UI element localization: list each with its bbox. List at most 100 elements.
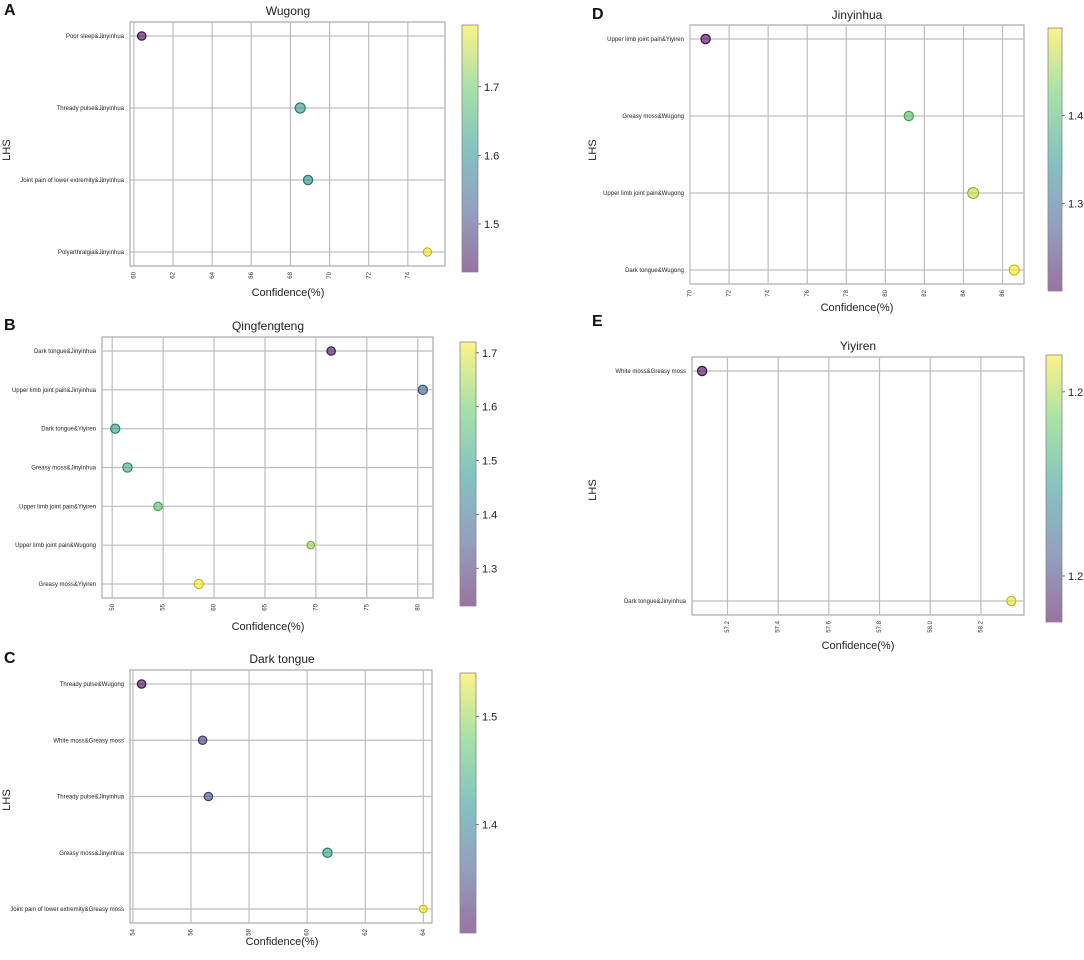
data-point-outline [137, 31, 147, 41]
x-axis-label: Confidence(%) [252, 287, 325, 299]
data-point-outline [326, 346, 336, 356]
data-point[interactable] [422, 247, 433, 257]
y-tick-label: Upper limb joint pain&Jinyinhua [12, 388, 97, 394]
y-tick-label: Greasy moss&Jinyinhua [59, 851, 124, 857]
x-tick-label: 72 [727, 289, 733, 296]
y-tick-label: Thready pulse&Wugong [60, 682, 124, 688]
chart-title: Jinyinhua [832, 8, 883, 22]
x-tick-label: 80 [415, 603, 421, 610]
data-point[interactable] [122, 462, 133, 473]
data-point[interactable] [153, 501, 163, 512]
colorbar [1045, 354, 1063, 623]
colorbar-tick-label: 1.24 [1068, 387, 1084, 399]
colorbar-tick-label: 1.3 [1068, 198, 1083, 210]
y-tick-label: Joint pain of lower extremity&Jinyinhua [20, 178, 124, 184]
x-tick-label: 82 [922, 289, 928, 296]
data-point[interactable] [326, 346, 336, 356]
data-point[interactable] [306, 540, 316, 550]
x-tick-label: 58.0 [928, 620, 934, 632]
data-point[interactable] [967, 186, 980, 200]
chart-title: Yiyiren [840, 339, 876, 353]
x-tick-label: 84 [961, 289, 967, 296]
x-tick-label: 57.2 [725, 620, 731, 632]
panel-label: A [4, 2, 16, 19]
data-point[interactable] [322, 847, 333, 858]
data-point-outline [417, 384, 428, 395]
colorbar-tick-label: 1.4 [482, 509, 497, 521]
data-point[interactable] [418, 904, 428, 914]
y-axis-label: LHS [1, 789, 13, 810]
data-point-outline [122, 462, 133, 473]
chart-title: Wugong [266, 4, 310, 18]
panel-e: E Yiyiren 57.2 57.4 57.6 57.8 58.0 58.2 White mo… [587, 313, 1084, 652]
data-point[interactable] [294, 102, 306, 114]
plot-area [691, 356, 1025, 616]
x-tick-label: 62 [363, 928, 369, 935]
panel-label: B [4, 317, 16, 334]
data-point[interactable] [302, 174, 314, 186]
x-tick-label: 50 [110, 603, 116, 610]
y-axis-label: LHS [587, 479, 599, 500]
colorbar-tick-label: 1.4 [1068, 111, 1083, 123]
y-tick-label: Dark tongue&Jinyinhua [624, 599, 687, 605]
colorbar-tick-label: 1.5 [482, 456, 497, 468]
y-tick-label: White moss&Greasy moss [53, 738, 124, 744]
data-point[interactable] [1008, 264, 1020, 276]
data-point[interactable] [193, 578, 204, 590]
data-point-outline [700, 34, 711, 44]
data-point-outline [110, 423, 121, 434]
data-point[interactable] [203, 791, 214, 802]
y-tick-label: Greasy moss&Wugong [622, 114, 684, 120]
x-tick-label: 56 [189, 928, 195, 935]
data-point[interactable] [1006, 595, 1017, 607]
data-point[interactable] [136, 679, 147, 689]
data-point[interactable] [700, 33, 711, 45]
data-point[interactable] [136, 31, 147, 41]
colorbar-tick-label: 1.5 [484, 219, 499, 231]
x-tick-label: 60 [131, 271, 137, 278]
panel-label: C [4, 650, 16, 667]
x-tick-label: 74 [405, 271, 411, 278]
data-point[interactable] [696, 365, 708, 377]
chart-title: Qingfengteng [232, 319, 304, 333]
y-tick-label: Joint pain of lower extremity&Greasy mos… [10, 907, 124, 913]
data-point-outline [303, 175, 313, 185]
colorbar-tick-label: 1.4 [482, 820, 497, 832]
data-point-outline [322, 847, 333, 858]
data-point[interactable] [110, 423, 121, 434]
x-tick-label: 70 [688, 289, 694, 296]
data-point-outline [1008, 264, 1020, 276]
data-point-outline [422, 247, 432, 257]
x-tick-label: 80 [883, 289, 889, 296]
x-tick-label: 57.8 [877, 620, 883, 632]
data-point[interactable] [417, 384, 429, 396]
y-axis-label: LHS [587, 139, 599, 160]
x-axis-label: Confidence(%) [232, 621, 305, 633]
data-point[interactable] [197, 735, 208, 746]
x-tick-label: 75 [364, 603, 370, 610]
x-tick-label: 60 [305, 928, 311, 935]
y-tick-label: Upper limb joint pain&Wugong [15, 543, 96, 549]
panel-b: B Qingfengteng 50 55 60 65 70 75 80 Dark tongue&J… [4, 317, 497, 633]
colorbar-tick-label: 1.7 [484, 82, 499, 94]
panel-c: C Dark tongue 54 56 58 60 62 64 Thready pulse&Wu… [1, 650, 497, 948]
x-tick-label: 86 [1000, 289, 1006, 296]
colorbar [459, 672, 477, 934]
x-tick-label: 74 [766, 289, 772, 296]
colorbar [1047, 27, 1063, 292]
y-tick-label: Upper limb joint pain&Yiyiren [19, 504, 96, 510]
colorbar [461, 24, 479, 273]
data-point[interactable] [903, 110, 914, 122]
data-point-outline [967, 187, 979, 199]
x-tick-label: 54 [130, 928, 136, 935]
x-tick-label: 68 [288, 271, 294, 278]
colorbar-tick-label: 1.3 [482, 563, 497, 575]
plot-area [689, 24, 1025, 285]
x-tick-label: 57.6 [826, 620, 832, 632]
x-tick-label: 58 [247, 928, 253, 935]
data-point-outline [137, 679, 147, 689]
x-tick-label: 76 [805, 289, 811, 296]
x-axis-label: Confidence(%) [246, 936, 319, 948]
panel-label: E [592, 313, 603, 330]
